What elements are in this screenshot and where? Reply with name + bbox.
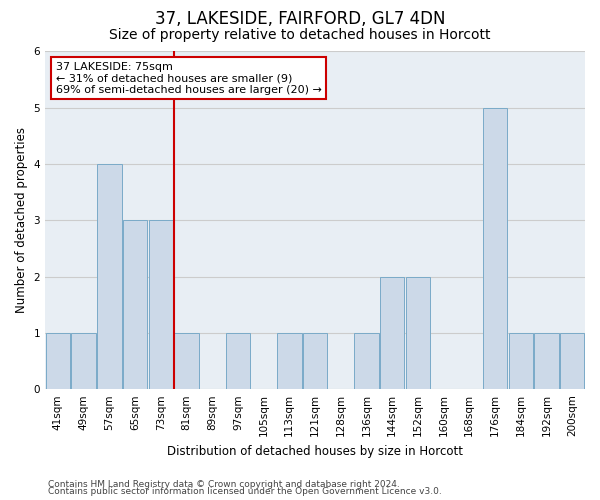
- Bar: [560, 333, 584, 389]
- Text: Contains public sector information licensed under the Open Government Licence v3: Contains public sector information licen…: [48, 487, 442, 496]
- Text: Size of property relative to detached houses in Horcott: Size of property relative to detached ho…: [109, 28, 491, 42]
- Bar: [303, 333, 327, 389]
- Y-axis label: Number of detached properties: Number of detached properties: [15, 128, 28, 314]
- Bar: [406, 276, 430, 389]
- Bar: [380, 276, 404, 389]
- Bar: [509, 333, 533, 389]
- X-axis label: Distribution of detached houses by size in Horcott: Distribution of detached houses by size …: [167, 444, 463, 458]
- Bar: [97, 164, 122, 389]
- Bar: [123, 220, 147, 389]
- Text: Contains HM Land Registry data © Crown copyright and database right 2024.: Contains HM Land Registry data © Crown c…: [48, 480, 400, 489]
- Bar: [46, 333, 70, 389]
- Bar: [277, 333, 302, 389]
- Bar: [483, 108, 507, 389]
- Text: 37, LAKESIDE, FAIRFORD, GL7 4DN: 37, LAKESIDE, FAIRFORD, GL7 4DN: [155, 10, 445, 28]
- Bar: [226, 333, 250, 389]
- Bar: [71, 333, 96, 389]
- Bar: [534, 333, 559, 389]
- Bar: [149, 220, 173, 389]
- Bar: [174, 333, 199, 389]
- Text: 37 LAKESIDE: 75sqm
← 31% of detached houses are smaller (9)
69% of semi-detached: 37 LAKESIDE: 75sqm ← 31% of detached hou…: [56, 62, 322, 95]
- Bar: [354, 333, 379, 389]
